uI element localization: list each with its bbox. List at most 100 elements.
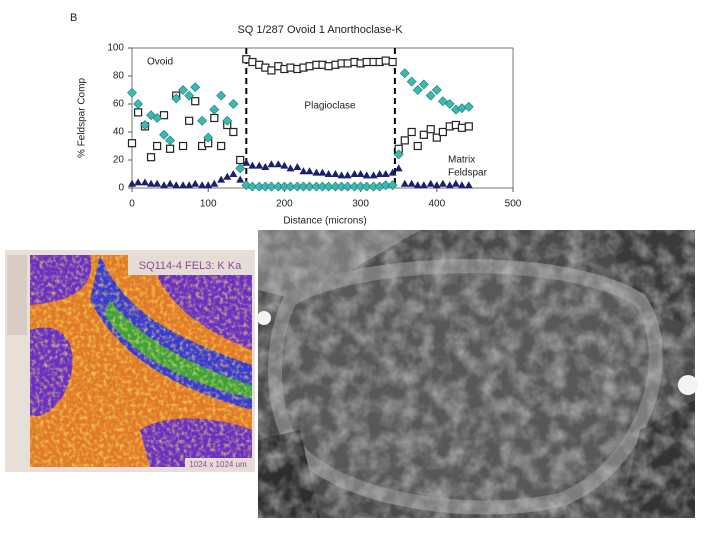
point xyxy=(437,96,448,107)
point xyxy=(152,113,163,123)
point xyxy=(293,163,302,170)
annotation: Ovoid xyxy=(147,57,173,68)
point xyxy=(178,141,188,151)
point xyxy=(191,97,200,106)
point xyxy=(146,153,156,162)
point xyxy=(299,167,308,175)
point xyxy=(399,68,410,79)
point xyxy=(140,120,150,130)
point xyxy=(286,164,295,172)
point xyxy=(216,90,227,101)
point xyxy=(160,181,169,189)
point xyxy=(407,127,416,137)
point xyxy=(229,170,238,177)
point xyxy=(407,179,416,187)
annotation: Feldspar xyxy=(448,168,488,179)
point xyxy=(342,181,353,192)
point xyxy=(198,181,207,189)
y-tick-label: 80 xyxy=(113,71,125,82)
point xyxy=(406,76,417,87)
point xyxy=(413,181,422,189)
point xyxy=(343,59,352,68)
point xyxy=(380,180,391,191)
point xyxy=(248,57,257,67)
point xyxy=(285,181,296,192)
point xyxy=(133,99,144,109)
y-tick-label: 20 xyxy=(113,155,125,166)
point xyxy=(133,108,143,117)
x-tick-label: 300 xyxy=(352,199,369,210)
point xyxy=(445,181,454,189)
point xyxy=(356,170,365,177)
point xyxy=(425,90,436,101)
point xyxy=(204,181,213,189)
y-tick-label: 0 xyxy=(118,183,124,194)
element-map: SQ114-4 FEL3: K Ka 1024 x 1024 um xyxy=(5,250,255,472)
point xyxy=(178,85,188,95)
x-tick-label: 100 xyxy=(200,199,217,210)
point xyxy=(140,178,149,186)
point xyxy=(179,181,188,189)
point xyxy=(388,168,397,176)
annotation: Plagioclase xyxy=(304,101,356,112)
y-tick-label: 40 xyxy=(113,127,125,138)
point xyxy=(324,170,333,177)
point xyxy=(324,62,333,71)
point xyxy=(217,141,226,151)
point xyxy=(261,163,270,170)
point xyxy=(418,79,429,90)
point xyxy=(210,113,219,123)
point xyxy=(464,181,473,189)
point xyxy=(393,149,404,160)
point xyxy=(236,175,245,183)
point xyxy=(153,141,162,151)
point xyxy=(350,170,359,177)
annotation: Matrix xyxy=(448,155,475,166)
point xyxy=(203,132,214,143)
point xyxy=(255,161,264,169)
map-label: SQ114-4 FEL3: K Ka xyxy=(139,260,242,272)
panel-label: B xyxy=(70,12,77,24)
point xyxy=(217,175,226,183)
point xyxy=(171,93,182,104)
y-tick-label: 100 xyxy=(107,43,124,54)
x-axis-label: Distance (microns) xyxy=(283,216,366,227)
x-tick-label: 200 xyxy=(276,199,293,210)
point xyxy=(191,179,200,187)
point xyxy=(305,167,314,175)
point xyxy=(362,57,371,67)
point xyxy=(184,90,195,101)
point xyxy=(400,179,409,187)
point xyxy=(444,99,455,109)
point xyxy=(267,160,276,168)
point xyxy=(331,170,340,177)
point xyxy=(210,179,219,187)
point xyxy=(431,85,442,95)
point xyxy=(236,155,245,165)
point xyxy=(318,168,327,176)
point xyxy=(147,179,156,187)
point xyxy=(432,181,441,189)
point xyxy=(166,179,175,187)
point xyxy=(228,99,239,109)
point xyxy=(438,127,447,137)
point xyxy=(235,163,246,174)
point xyxy=(153,179,162,187)
point xyxy=(457,181,466,189)
point xyxy=(337,171,346,179)
point xyxy=(312,168,321,176)
y-axis-label: % Feldspar Comp xyxy=(77,78,88,158)
point xyxy=(413,141,422,151)
point xyxy=(400,136,409,145)
chart: B SQ 1/287 Ovoid 1 Anorthoclase-K Distance… xyxy=(70,12,522,227)
point xyxy=(197,115,208,126)
point xyxy=(388,57,397,67)
y-tick-label: 60 xyxy=(113,99,125,110)
point xyxy=(451,179,460,187)
point xyxy=(274,160,283,168)
point xyxy=(304,181,315,192)
point xyxy=(172,181,181,189)
point xyxy=(127,139,137,148)
point xyxy=(159,111,169,120)
point xyxy=(266,181,277,192)
